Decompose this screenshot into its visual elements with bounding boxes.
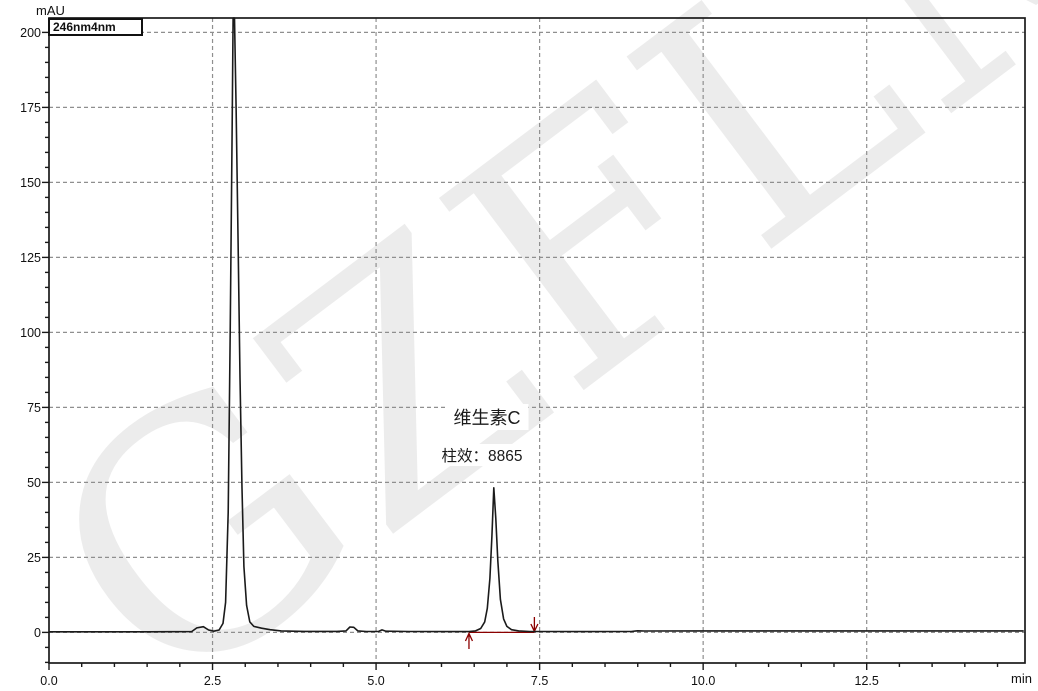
integration-end-arrow: [530, 617, 539, 633]
y-tick-label: 75: [27, 401, 41, 415]
y-tick-label: 25: [27, 551, 41, 565]
x-tick-label: 10.0: [691, 674, 715, 688]
y-axis-unit-label: mAU: [36, 3, 65, 18]
y-tick-label: 125: [20, 251, 41, 265]
y-tick-label: 50: [27, 476, 41, 490]
y-tick-label: 150: [20, 176, 41, 190]
x-tick-label: 5.0: [367, 674, 384, 688]
x-tick-label: 2.5: [204, 674, 221, 688]
detector-wavelength-badge: 246nm4nm: [48, 18, 143, 36]
y-tick-label: 100: [20, 326, 41, 340]
x-tick-label: 12.5: [855, 674, 879, 688]
column-efficiency-label: 柱效：8865: [435, 444, 529, 466]
integration-start-arrow: [464, 631, 474, 649]
x-axis-unit-label: min: [1011, 671, 1032, 686]
peak-name-label: 维生素C: [445, 404, 529, 430]
plot-frame: [48, 17, 1026, 664]
signal-trace: [49, 17, 1024, 633]
x-tick-label: 0.0: [40, 674, 57, 688]
y-tick-label: 0: [34, 626, 41, 640]
y-tick-label: 175: [20, 101, 41, 115]
x-tick-label: 7.5: [531, 674, 548, 688]
y-tick-label: 200: [20, 26, 41, 40]
